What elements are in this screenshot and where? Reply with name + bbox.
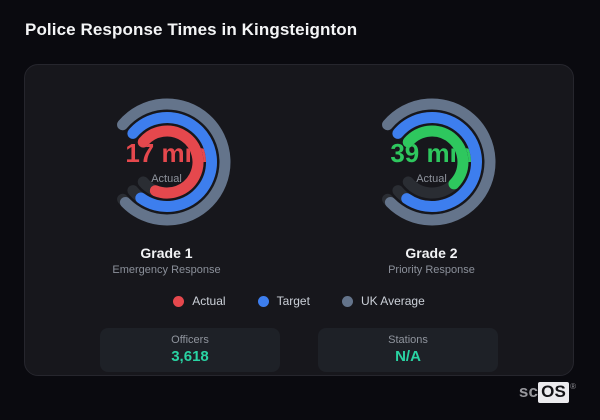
gauge-description: Priority Response xyxy=(388,264,475,276)
gauge-grade-2-rings-wrap: 39 min Actual xyxy=(357,87,507,237)
legend-label: Target xyxy=(276,294,310,308)
legend-label: Actual xyxy=(192,294,226,308)
watermark-chip: OS xyxy=(538,382,570,403)
gauge-sublabel: Actual xyxy=(151,172,182,185)
legend-item-uk-average[interactable]: UK Average xyxy=(341,294,425,308)
gauge-grade-2: 39 min Actual Grade 2 Priority Response xyxy=(334,87,529,276)
stat-value: 3,618 xyxy=(171,348,209,365)
gauge-rings xyxy=(116,98,230,226)
watermark-logo: sc OS ® xyxy=(519,382,576,403)
gauges-row: 17 min Actual Grade 1 Emergency Response… xyxy=(25,87,573,276)
gauge-name: Grade 1 xyxy=(140,245,193,261)
gauge-description: Emergency Response xyxy=(112,264,221,276)
stat-label: Stations xyxy=(388,334,428,346)
gauge-rings xyxy=(381,98,495,226)
gauge-grade-1-rings-wrap: 17 min Actual xyxy=(92,87,242,237)
stat-tile-stations: Stations N/A xyxy=(318,328,498,372)
gauge-name: Grade 2 xyxy=(405,245,458,261)
dashboard-card: 17 min Actual Grade 1 Emergency Response… xyxy=(24,64,574,376)
legend-item-actual[interactable]: Actual xyxy=(173,294,226,308)
stat-label: Officers xyxy=(171,334,209,346)
registered-mark: ® xyxy=(570,382,576,391)
stats-row: Officers 3,618 Stations N/A xyxy=(100,328,498,372)
legend-item-target[interactable]: Target xyxy=(257,294,310,308)
stat-tile-officers: Officers 3,618 xyxy=(100,328,280,372)
page-title: Police Response Times in Kingsteignton xyxy=(25,20,358,39)
stat-value: N/A xyxy=(395,348,421,365)
legend-label: UK Average xyxy=(360,294,425,308)
legend: Actual Target UK Average xyxy=(25,294,573,308)
watermark-prefix: sc xyxy=(518,382,539,401)
gauge-sublabel: Actual xyxy=(416,172,447,185)
legend-dot xyxy=(173,295,185,307)
legend-dot xyxy=(341,295,353,307)
legend-dot xyxy=(257,295,269,307)
gauge-grade-1: 17 min Actual Grade 1 Emergency Response xyxy=(69,87,264,276)
